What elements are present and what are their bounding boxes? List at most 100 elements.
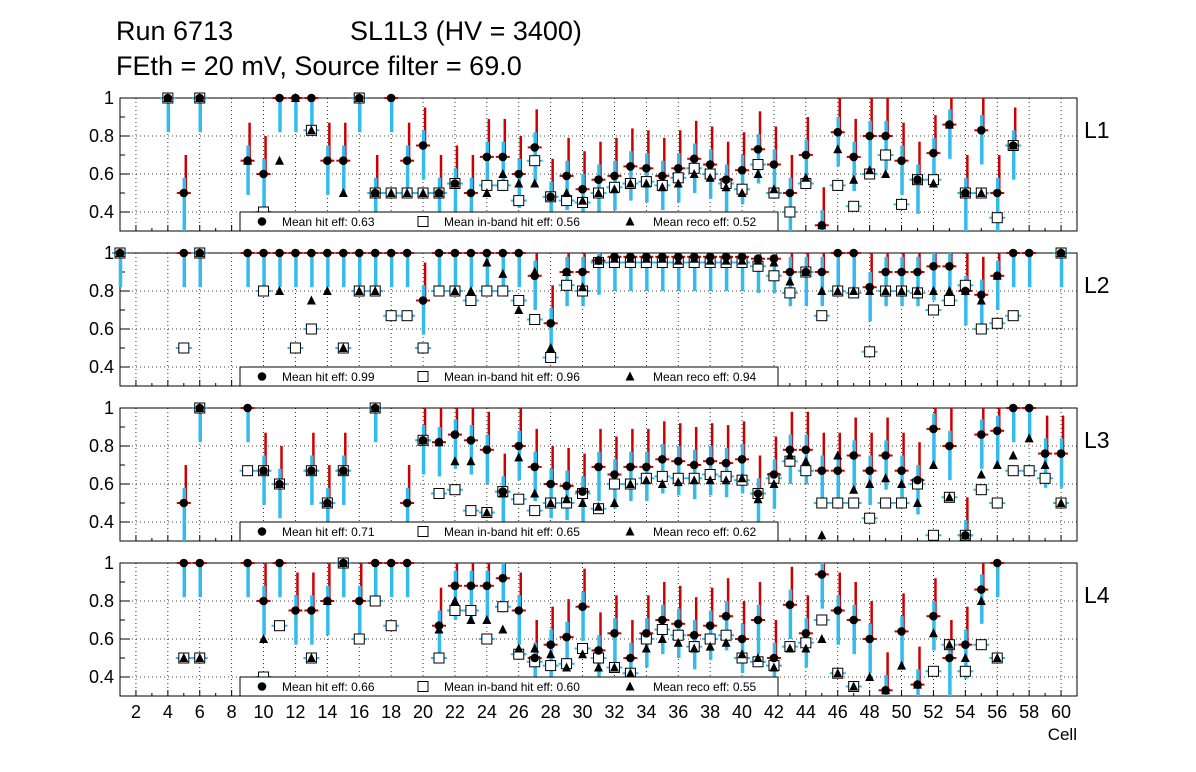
inband-eff-marker <box>880 149 892 161</box>
hit-eff-marker <box>833 127 843 137</box>
reco-eff-marker <box>179 653 189 662</box>
reco-eff-marker <box>530 178 540 188</box>
reco-eff-marker <box>498 624 508 634</box>
inband-eff-marker <box>513 295 525 306</box>
reco-eff-marker <box>865 672 875 681</box>
reco-eff-marker <box>546 343 556 352</box>
hit-eff-marker <box>594 646 603 655</box>
hit-eff-marker <box>1056 248 1066 258</box>
x-tick-label: 2 <box>131 702 141 722</box>
reco-eff-marker <box>881 169 891 178</box>
hit-eff-marker <box>450 179 460 188</box>
hit-eff-marker <box>482 445 492 455</box>
x-tick-label: 16 <box>349 702 369 722</box>
hit-eff-marker <box>721 175 731 184</box>
hit-eff-marker <box>259 248 268 258</box>
hit-eff-marker <box>514 248 524 258</box>
hit-eff-marker <box>1024 403 1034 413</box>
hit-eff-marker <box>865 131 874 141</box>
reco-eff-marker <box>578 498 588 507</box>
inband-eff-marker <box>529 505 541 517</box>
legend-reco-label: Mean reco eff: 0.55 <box>653 680 757 694</box>
hit-eff-marker <box>626 653 635 663</box>
hit-eff-marker <box>291 248 300 258</box>
hit-eff-marker <box>833 466 843 476</box>
legend-hit-label: Mean hit eff: 0.99 <box>282 370 375 384</box>
reco-eff-marker <box>594 188 603 197</box>
reco-eff-marker <box>721 182 731 192</box>
hit-eff-marker <box>849 152 858 162</box>
hit-eff-marker <box>753 489 763 498</box>
inband-eff-marker <box>258 285 270 297</box>
x-tick-label: 20 <box>413 702 433 722</box>
x-tick-label: 14 <box>317 702 337 722</box>
y-tick-label: 1 <box>104 553 114 573</box>
inband-eff-marker <box>880 497 892 509</box>
reco-eff-marker <box>306 653 316 662</box>
hit-eff-marker <box>626 252 635 262</box>
inband-eff-marker <box>864 346 876 358</box>
hit-eff-marker <box>466 436 476 445</box>
reco-eff-marker <box>657 634 667 643</box>
reco-eff-marker <box>833 144 843 154</box>
hit-eff-marker <box>897 267 906 277</box>
hit-eff-marker <box>769 653 779 663</box>
hit-eff-marker <box>466 188 476 198</box>
x-tick-label: 8 <box>227 702 237 722</box>
reco-eff-marker <box>498 268 508 278</box>
reco-eff-marker <box>562 188 572 197</box>
hit-eff-marker <box>913 680 922 689</box>
y-tick-label: 0.4 <box>89 667 114 687</box>
x-tick-label: 48 <box>860 702 880 722</box>
hit-eff-marker <box>323 596 332 606</box>
x-tick-label: 26 <box>509 702 529 722</box>
reco-eff-marker <box>306 125 316 135</box>
hit-eff-marker <box>323 248 332 258</box>
inband-eff-marker <box>561 279 573 291</box>
hit-eff-marker <box>530 271 539 281</box>
inband-eff-marker <box>433 285 445 297</box>
legend-reco-marker <box>625 681 635 691</box>
inband-eff-marker <box>656 624 668 635</box>
legend-box <box>239 521 779 542</box>
hit-eff-marker <box>1040 449 1050 458</box>
hit-eff-marker <box>482 581 492 591</box>
inband-eff-marker <box>816 497 828 509</box>
x-tick-label: 58 <box>1019 702 1039 722</box>
reco-eff-marker <box>928 178 938 188</box>
inband-eff-marker <box>848 497 860 509</box>
inband-eff-marker <box>369 595 381 607</box>
hit-eff-marker <box>243 156 252 165</box>
hit-eff-marker <box>737 455 747 464</box>
inband-eff-marker <box>449 605 461 616</box>
panel-l2: 0.4 0.6 0.8 1 L2 Mean hit eff: 0.99 Mean in-ba… <box>89 243 1110 387</box>
reco-eff-marker <box>673 178 683 188</box>
reco-eff-marker <box>625 668 635 678</box>
reco-eff-marker <box>322 286 332 295</box>
hit-eff-marker <box>434 188 444 198</box>
hit-eff-marker <box>195 403 205 413</box>
reco-eff-marker <box>338 188 348 197</box>
hit-eff-marker <box>402 248 412 258</box>
y-tick-label: 0.8 <box>89 591 114 611</box>
inband-eff-marker <box>481 285 493 297</box>
x-tick-label: 38 <box>700 702 720 722</box>
reco-eff-marker <box>976 295 986 305</box>
reco-eff-marker <box>897 660 907 670</box>
hit-eff-marker <box>642 462 651 472</box>
hit-eff-marker <box>673 619 683 629</box>
inband-eff-marker <box>353 633 365 645</box>
hit-eff-marker <box>977 430 986 439</box>
hit-eff-marker <box>546 479 555 489</box>
reco-eff-marker <box>370 286 380 295</box>
hit-eff-marker <box>801 445 811 455</box>
hit-eff-marker <box>610 252 619 262</box>
x-tick-label: 54 <box>955 702 975 722</box>
legend-reco-marker <box>625 526 635 536</box>
inband-eff-marker <box>417 342 429 354</box>
reco-eff-marker <box>689 643 699 653</box>
reco-eff-marker <box>354 286 364 295</box>
inband-eff-marker <box>545 660 557 672</box>
reco-eff-marker <box>641 643 651 653</box>
hit-eff-marker <box>594 462 603 472</box>
